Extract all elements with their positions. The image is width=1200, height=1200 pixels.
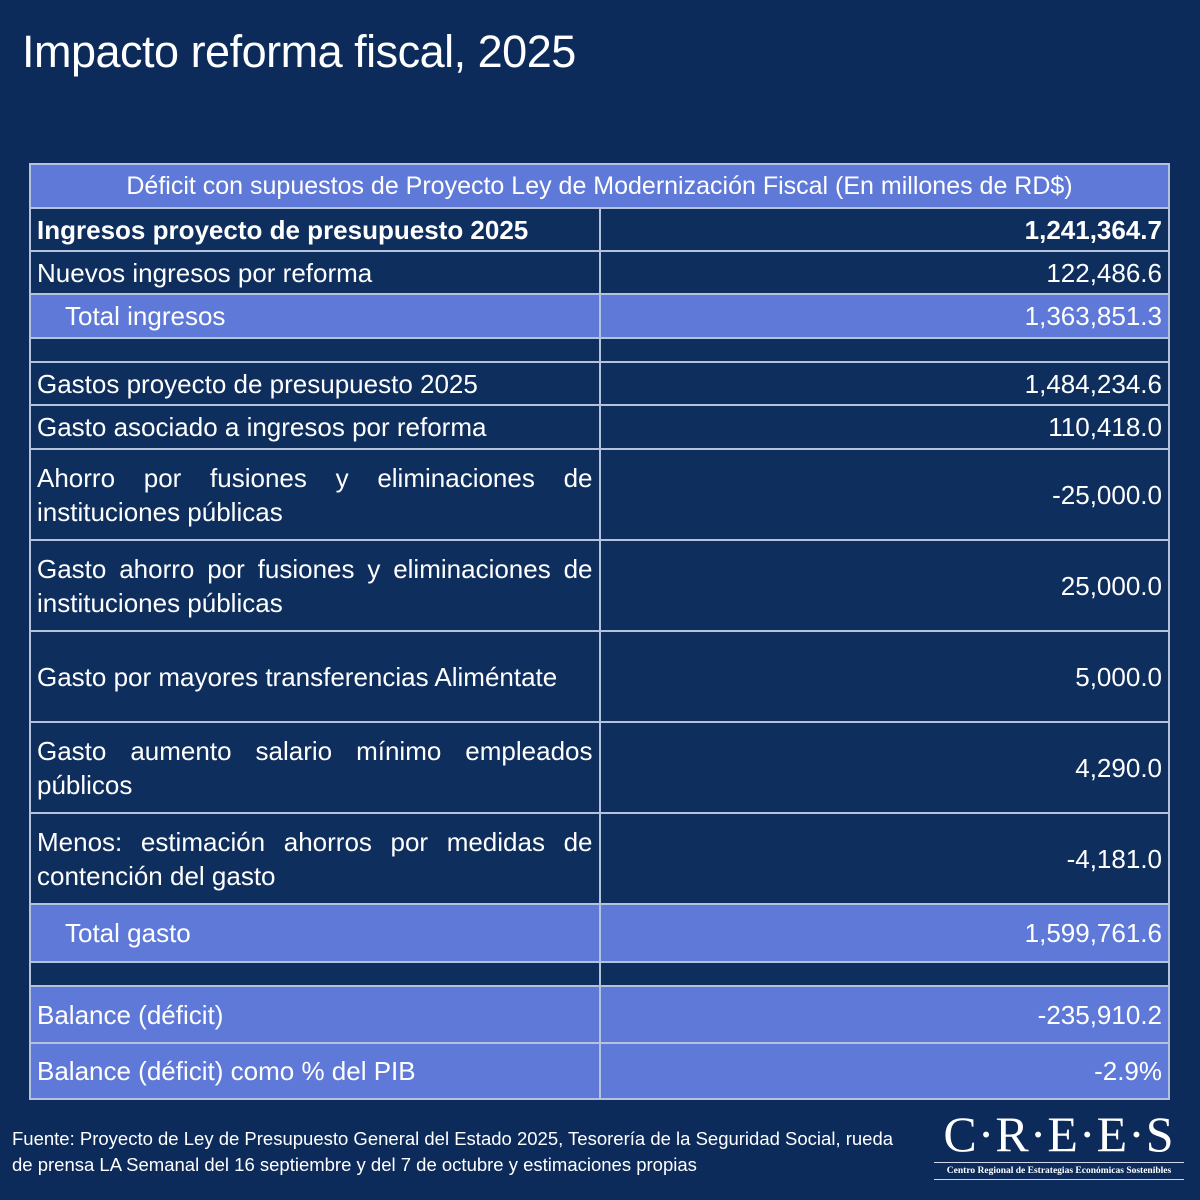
table-row: Ingresos proyecto de presupuesto 2025 1,… <box>29 207 1170 252</box>
table-row-spacer <box>29 337 1170 363</box>
row-value: -4,181.0 <box>598 812 1170 905</box>
row-label: Balance (déficit) <box>29 985 601 1044</box>
table-row-balance-pib: Balance (déficit) como % del PIB -2.9% <box>29 1042 1170 1100</box>
row-value: 5,000.0 <box>598 630 1170 723</box>
row-value: 1,599,761.6 <box>598 903 1170 963</box>
row-value: 110,418.0 <box>598 404 1170 450</box>
fiscal-deficit-table: Déficit con supuestos de Proyecto Ley de… <box>29 163 1170 1100</box>
table-row: Ahorro por fusiones y eliminaciones de i… <box>29 448 1170 541</box>
table-header-row: Déficit con supuestos de Proyecto Ley de… <box>29 163 1170 209</box>
row-label: Gasto por mayores transferencias Alimént… <box>29 630 601 723</box>
row-label: Ingresos proyecto de presupuesto 2025 <box>29 207 601 252</box>
crees-logo: C·R·E·E·S Centro Regional de Estrategias… <box>934 1108 1184 1180</box>
row-label: Total gasto <box>29 903 601 963</box>
source-note: Fuente: Proyecto de Ley de Presupuesto G… <box>12 1128 894 1175</box>
table-row: Gastos proyecto de presupuesto 2025 1,48… <box>29 361 1170 406</box>
row-value: 1,363,851.3 <box>598 293 1170 339</box>
row-label: Menos: estimación ahorros por medidas de… <box>29 812 601 905</box>
table-row-balance: Balance (déficit) -235,910.2 <box>29 985 1170 1044</box>
row-value: 1,484,234.6 <box>598 361 1170 406</box>
row-value <box>598 337 1170 363</box>
table-row-spacer <box>29 961 1170 987</box>
table-row: Gasto ahorro por fusiones y eliminacione… <box>29 539 1170 632</box>
row-label <box>29 337 601 363</box>
row-label: Balance (déficit) como % del PIB <box>29 1042 601 1100</box>
table-row: Gasto asociado a ingresos por reforma 11… <box>29 404 1170 450</box>
row-value: 1,241,364.7 <box>598 207 1170 252</box>
table-row-total: Total ingresos 1,363,851.3 <box>29 293 1170 339</box>
row-label: Gasto aumento salario mínimo empleados p… <box>29 721 601 814</box>
row-value: -235,910.2 <box>598 985 1170 1044</box>
row-value: -2.9% <box>598 1042 1170 1100</box>
row-label: Gasto ahorro por fusiones y eliminacione… <box>29 539 601 632</box>
table-row: Gasto por mayores transferencias Alimént… <box>29 630 1170 723</box>
row-label: Total ingresos <box>29 293 601 339</box>
row-label: Gasto asociado a ingresos por reforma <box>29 404 601 450</box>
table-row-total: Total gasto 1,599,761.6 <box>29 903 1170 963</box>
row-value: 4,290.0 <box>598 721 1170 814</box>
table-row: Gasto aumento salario mínimo empleados p… <box>29 721 1170 814</box>
page-title: Impacto reforma fiscal, 2025 <box>22 26 576 77</box>
row-label: Gastos proyecto de presupuesto 2025 <box>29 361 601 406</box>
table-row: Menos: estimación ahorros por medidas de… <box>29 812 1170 905</box>
row-value <box>598 961 1170 987</box>
row-label: Ahorro por fusiones y eliminaciones de i… <box>29 448 601 541</box>
row-value: 122,486.6 <box>598 250 1170 295</box>
table-header: Déficit con supuestos de Proyecto Ley de… <box>29 163 1170 209</box>
logo-subtitle: Centro Regional de Estrategias Económica… <box>934 1162 1184 1180</box>
table-row: Nuevos ingresos por reforma 122,486.6 <box>29 250 1170 295</box>
row-value: 25,000.0 <box>598 539 1170 632</box>
row-label <box>29 961 601 987</box>
row-label: Nuevos ingresos por reforma <box>29 250 601 295</box>
row-value: -25,000.0 <box>598 448 1170 541</box>
logo-name: C·R·E·E·S <box>943 1106 1175 1162</box>
